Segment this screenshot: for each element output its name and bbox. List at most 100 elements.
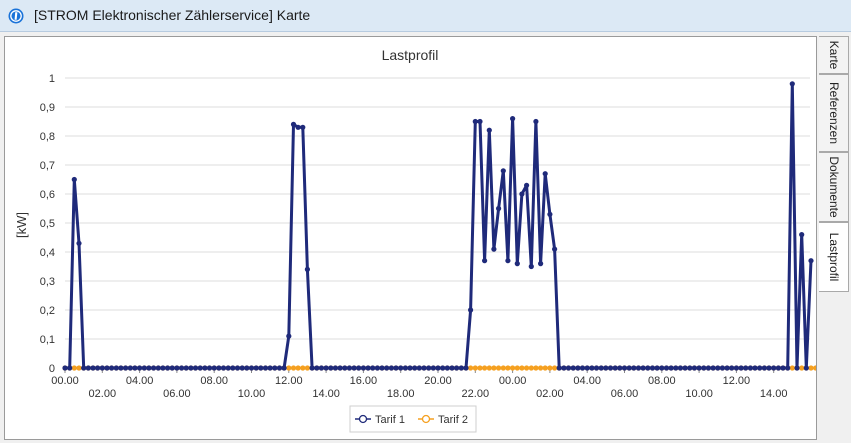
data-point[interactable]	[141, 365, 147, 371]
data-point[interactable]	[640, 365, 646, 371]
data-point[interactable]	[607, 365, 614, 371]
data-point[interactable]	[85, 365, 91, 371]
data-point[interactable]	[165, 365, 171, 371]
data-point[interactable]	[90, 365, 96, 371]
data-point[interactable]	[286, 365, 292, 371]
data-point[interactable]	[472, 118, 478, 125]
data-point[interactable]	[491, 365, 497, 371]
data-point[interactable]	[202, 365, 208, 371]
data-point[interactable]	[673, 365, 679, 371]
data-point[interactable]	[113, 365, 119, 371]
data-point[interactable]	[486, 365, 492, 371]
data-point[interactable]	[775, 365, 782, 371]
data-point[interactable]	[505, 258, 511, 264]
data-point[interactable]	[430, 365, 436, 371]
data-point[interactable]	[216, 365, 222, 371]
data-point[interactable]	[109, 365, 115, 371]
data-point[interactable]	[682, 365, 688, 371]
data-point[interactable]	[514, 261, 520, 267]
data-point[interactable]	[528, 263, 534, 270]
data-point[interactable]	[743, 365, 749, 371]
legend-item-tarif-1[interactable]: Tarif 1	[355, 414, 405, 426]
data-point[interactable]	[803, 365, 809, 371]
data-point[interactable]	[677, 365, 684, 371]
data-point[interactable]	[654, 365, 660, 371]
data-point[interactable]	[696, 365, 702, 371]
data-point[interactable]	[514, 365, 520, 371]
data-point[interactable]	[575, 365, 581, 371]
data-point[interactable]	[95, 365, 101, 371]
data-point[interactable]	[318, 365, 324, 371]
data-point[interactable]	[486, 127, 492, 133]
data-point[interactable]	[192, 365, 199, 371]
data-point[interactable]	[715, 365, 721, 371]
data-point[interactable]	[384, 365, 390, 371]
data-point[interactable]	[579, 365, 586, 371]
data-point[interactable]	[412, 365, 418, 371]
data-point[interactable]	[118, 365, 124, 371]
data-point[interactable]	[463, 365, 469, 371]
data-point[interactable]	[225, 365, 231, 371]
data-point[interactable]	[538, 365, 544, 371]
data-point[interactable]	[701, 365, 707, 371]
data-point[interactable]	[691, 365, 698, 371]
data-point[interactable]	[552, 246, 558, 252]
data-point[interactable]	[67, 365, 73, 371]
data-point[interactable]	[183, 365, 189, 371]
data-point[interactable]	[444, 365, 450, 371]
data-point[interactable]	[542, 171, 548, 177]
data-point[interactable]	[211, 365, 217, 371]
data-point[interactable]	[179, 365, 185, 371]
data-point[interactable]	[491, 246, 497, 252]
data-point[interactable]	[188, 365, 194, 371]
data-point[interactable]	[295, 124, 301, 130]
tab-dokumente[interactable]: Dokumente	[819, 152, 849, 222]
data-point[interactable]	[598, 365, 604, 371]
data-point[interactable]	[76, 365, 82, 371]
data-point[interactable]	[719, 365, 726, 371]
data-point[interactable]	[351, 365, 357, 371]
data-point[interactable]	[542, 365, 548, 371]
data-point[interactable]	[766, 365, 772, 371]
data-point[interactable]	[757, 365, 763, 371]
data-point[interactable]	[346, 365, 352, 371]
data-point[interactable]	[482, 365, 488, 371]
data-point[interactable]	[747, 365, 754, 371]
data-point[interactable]	[123, 365, 129, 371]
data-point[interactable]	[472, 365, 478, 371]
data-point[interactable]	[659, 365, 665, 371]
data-point[interactable]	[687, 365, 693, 371]
data-point[interactable]	[705, 365, 712, 371]
data-point[interactable]	[197, 365, 203, 371]
data-point[interactable]	[104, 365, 110, 371]
data-point[interactable]	[132, 365, 138, 371]
data-point[interactable]	[593, 365, 600, 371]
data-point[interactable]	[524, 182, 530, 188]
data-point[interactable]	[789, 81, 795, 87]
data-point[interactable]	[267, 365, 273, 371]
data-point[interactable]	[356, 365, 362, 371]
data-point[interactable]	[752, 365, 758, 371]
data-point[interactable]	[635, 365, 642, 371]
data-point[interactable]	[99, 365, 105, 371]
data-point[interactable]	[552, 365, 558, 371]
data-point[interactable]	[276, 365, 283, 371]
data-point[interactable]	[589, 365, 595, 371]
data-point[interactable]	[547, 365, 553, 371]
data-point[interactable]	[449, 365, 455, 371]
data-point[interactable]	[407, 365, 413, 371]
data-point[interactable]	[304, 365, 310, 371]
data-point[interactable]	[724, 365, 730, 371]
data-point[interactable]	[416, 365, 422, 371]
data-point[interactable]	[220, 365, 227, 371]
data-point[interactable]	[649, 365, 656, 371]
data-point[interactable]	[365, 365, 371, 371]
data-point[interactable]	[794, 365, 800, 371]
data-point[interactable]	[500, 365, 506, 371]
data-point[interactable]	[332, 365, 338, 371]
data-point[interactable]	[71, 176, 77, 183]
data-point[interactable]	[519, 365, 525, 371]
data-point[interactable]	[137, 365, 143, 371]
data-point[interactable]	[565, 365, 572, 371]
data-point[interactable]	[808, 258, 814, 264]
